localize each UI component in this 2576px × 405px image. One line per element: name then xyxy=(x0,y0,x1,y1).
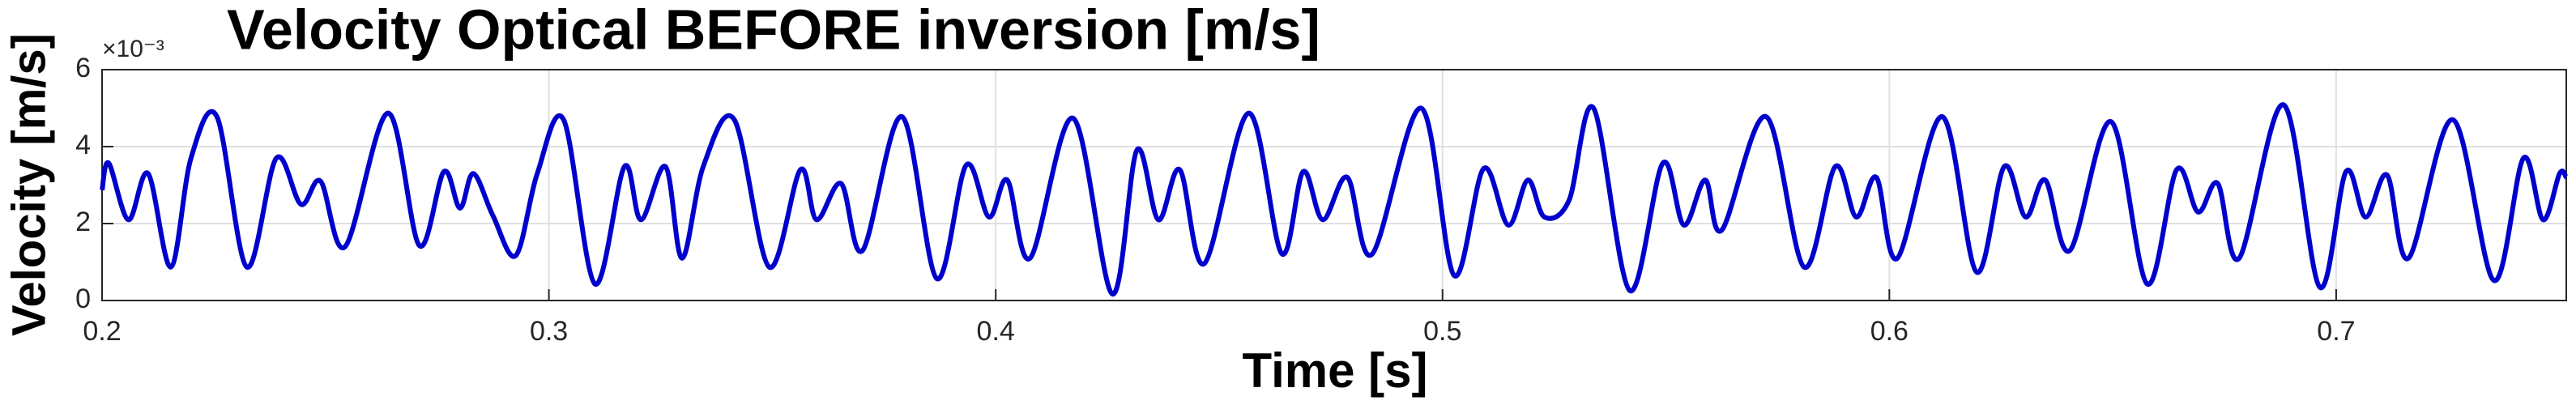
chart-title: Velocity Optical BEFORE inversion [m/s] xyxy=(227,0,1320,61)
data-line xyxy=(100,102,2569,296)
x-tick-label: 0.3 xyxy=(530,316,568,347)
y-tick-label: 0 xyxy=(75,284,91,314)
x-tick-label: 0.2 xyxy=(83,316,121,347)
x-tick-label: 0.7 xyxy=(2317,316,2355,347)
plot-area xyxy=(102,70,2566,301)
x-tick-label: 0.4 xyxy=(977,316,1015,347)
x-axis-label: Time [s] xyxy=(1243,343,1428,398)
y-tick-label: 6 xyxy=(75,53,91,83)
x-tick-label: 0.5 xyxy=(1423,316,1461,347)
y-tick-label: 2 xyxy=(75,207,91,237)
y-exponent-label: ×10⁻³ xyxy=(102,36,164,62)
x-tick-label: 0.6 xyxy=(1870,316,1909,347)
y-tick-label: 4 xyxy=(75,130,91,160)
y-axis-label: Velocity [m/s] xyxy=(2,33,55,336)
